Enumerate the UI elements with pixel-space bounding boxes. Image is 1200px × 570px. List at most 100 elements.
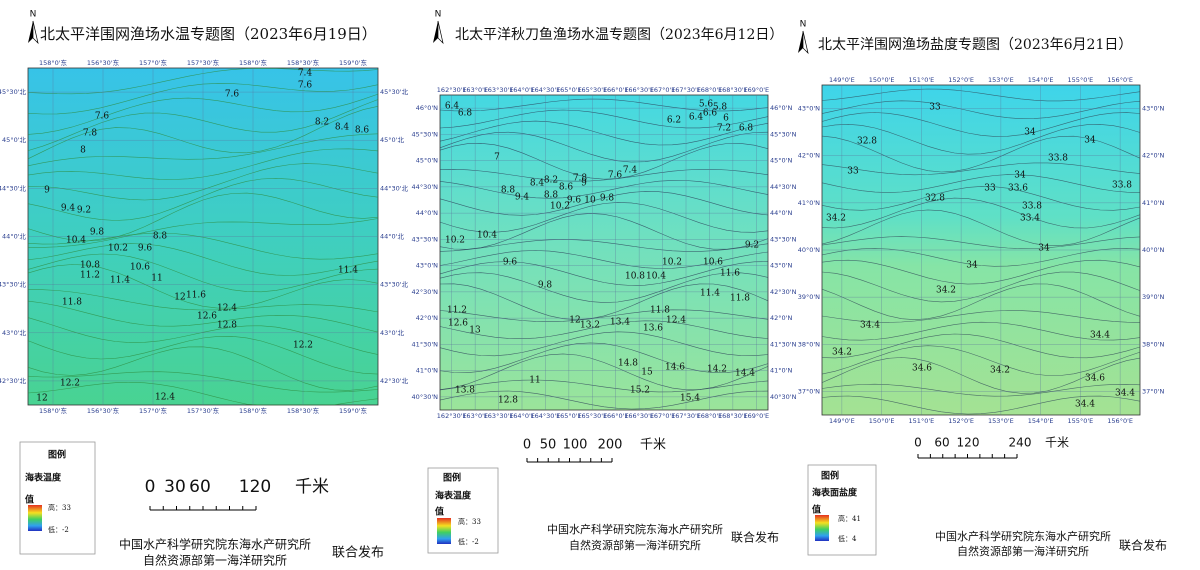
- contour-label: 33: [984, 184, 996, 194]
- left-tick-label: 44°0'北: [2, 233, 26, 241]
- legend-value: 值: [812, 504, 821, 516]
- contour-label: 9.6: [138, 244, 153, 254]
- left-tick-label: 45°30'N: [412, 130, 439, 138]
- top-tick-label: 158°30'东: [287, 58, 320, 67]
- contour-label: 6.8: [458, 109, 473, 119]
- contour-label: 11.8: [62, 298, 82, 308]
- left-tick-label: 43°0'N: [798, 105, 820, 113]
- contour-label: 8: [80, 146, 86, 156]
- bottom-tick-label: 152°0'E: [948, 417, 974, 425]
- contour-label: 9.4: [61, 204, 76, 214]
- contour-label: 10.6: [703, 258, 723, 268]
- contour-label: 32.8: [857, 137, 877, 147]
- bottom-tick-label: 155°0'E: [1068, 417, 1094, 425]
- scale-label: 240: [1009, 436, 1032, 450]
- left-tick-label: 45°0'北: [2, 136, 26, 144]
- right-tick-label: 44°0'北: [380, 233, 404, 241]
- scale-label: 0: [145, 477, 156, 497]
- left-tick-label: 40°30'N: [412, 393, 439, 401]
- north-arrow-half: [437, 20, 444, 45]
- org-name: 中国水产科学研究院东海水产研究所: [547, 522, 723, 536]
- contour-label: 12.4: [666, 316, 686, 326]
- right-tick-label: 45°30'N: [770, 130, 797, 138]
- top-tick-label: 163°0'E: [462, 86, 488, 94]
- joint-release: 联合发布: [1119, 538, 1167, 553]
- left-tick-label: 43°0'北: [2, 329, 26, 337]
- contour-line: [821, 236, 1141, 249]
- contour-label: 12.8: [217, 321, 237, 331]
- top-tick-label: 155°0'E: [1068, 76, 1094, 84]
- contour-label: 11.4: [700, 289, 720, 299]
- legend-field: 海表温度: [25, 472, 62, 484]
- contour-label: 10.2: [550, 202, 570, 212]
- top-tick-label: 164°0'E: [509, 86, 535, 94]
- bottom-tick-label: 158°0'东: [239, 406, 268, 415]
- contour-label: 15.4: [680, 394, 700, 404]
- contour-label: 7.8: [83, 129, 98, 139]
- top-tick-label: 150°0'E: [869, 76, 895, 84]
- bottom-tick-label: 163°0'E: [462, 412, 488, 420]
- contour-label: 33.6: [1008, 184, 1028, 194]
- bottom-tick-label: 158°0'东: [39, 406, 68, 415]
- left-tick-label: 42°30'北: [0, 377, 26, 385]
- contour-label: 12: [174, 293, 185, 303]
- contour-label: 6.8: [739, 124, 754, 134]
- contour-line: [439, 353, 769, 391]
- scale-label: 100: [563, 438, 588, 453]
- contour-label: 10.2: [662, 258, 682, 268]
- contour-line: [821, 135, 1141, 173]
- contour-label: 14.6: [665, 363, 685, 373]
- contour-line: [821, 333, 1141, 359]
- contour-label: 33.8: [1048, 154, 1068, 164]
- contour-label: 10.4: [66, 236, 86, 246]
- contour-line: [439, 131, 769, 163]
- bottom-tick-label: 167°30'E: [671, 412, 701, 420]
- contour-label: 34.4: [1115, 389, 1135, 399]
- contour-line: [439, 283, 769, 321]
- contour-line: [821, 186, 1141, 211]
- bottom-tick-label: 150°0'E: [869, 417, 895, 425]
- contour-label: 13.8: [455, 386, 475, 396]
- left-tick-label: 44°30'N: [412, 183, 439, 191]
- contour-label: 13.2: [580, 321, 600, 331]
- contour-line: [821, 345, 1141, 376]
- contour-label: 8.6: [559, 183, 574, 193]
- contour-line: [439, 331, 769, 357]
- right-tick-label: 46°0'N: [770, 104, 792, 112]
- left-tick-label: 39°0'N: [798, 293, 820, 301]
- scale-label: 千米: [640, 438, 666, 453]
- left-tick-label: 37°0'N: [798, 387, 820, 395]
- contour-label: 8.6: [355, 126, 370, 136]
- top-tick-label: 167°30'E: [671, 86, 701, 94]
- bottom-tick-label: 168°0'E: [697, 412, 723, 420]
- right-tick-label: 43°0'N: [770, 262, 792, 270]
- left-tick-label: 45°0'N: [416, 157, 438, 165]
- contour-line: [439, 142, 769, 180]
- contour-label: 11.4: [338, 266, 358, 276]
- right-tick-label: 45°30'北: [380, 88, 409, 96]
- left-tick-label: 42°0'N: [416, 314, 438, 322]
- left-tick-label: 41°0'N: [798, 199, 820, 207]
- bottom-tick-label: 168°30'E: [718, 412, 748, 420]
- contour-label: 34.2: [936, 286, 956, 296]
- contour-label: 32.8: [925, 194, 945, 204]
- contour-label: 12.6: [448, 319, 468, 329]
- right-tick-label: 40°30'N: [770, 393, 797, 401]
- right-tick-label: 44°30'N: [770, 183, 797, 191]
- right-tick-label: 37°0'N: [1142, 387, 1164, 395]
- contour-label: 12.8: [498, 396, 518, 406]
- contour-label: 9.8: [90, 228, 105, 238]
- contour-label: 7.8: [573, 174, 588, 184]
- legend-low: 低：-2: [48, 525, 69, 534]
- contour-label: 11: [529, 376, 540, 386]
- north-arrow-half: [802, 30, 809, 55]
- contour-label: 12: [36, 394, 47, 404]
- scale-label: 60: [934, 436, 949, 450]
- contour-label: 34.6: [912, 364, 932, 374]
- map-title: 北太平洋围网渔场水温专题图（2023年6月19日）: [40, 25, 377, 43]
- north-arrow: [28, 21, 33, 43]
- contour-label: 5.8: [713, 103, 728, 113]
- north-label: N: [435, 10, 442, 20]
- contour-label: 6.6: [703, 109, 718, 119]
